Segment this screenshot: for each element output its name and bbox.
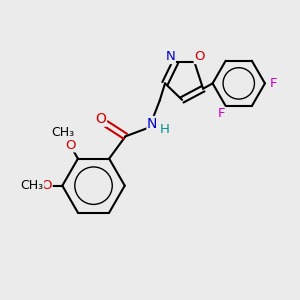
Text: F: F [270, 77, 278, 90]
Text: N: N [147, 117, 158, 130]
Text: O: O [65, 139, 75, 152]
Text: CH₃: CH₃ [20, 179, 44, 192]
Text: CH₃: CH₃ [51, 126, 74, 139]
Text: F: F [218, 107, 225, 120]
Text: O: O [95, 112, 106, 126]
Text: H: H [160, 123, 169, 136]
Text: O: O [42, 179, 52, 192]
Text: N: N [166, 50, 175, 64]
Text: O: O [194, 50, 205, 64]
